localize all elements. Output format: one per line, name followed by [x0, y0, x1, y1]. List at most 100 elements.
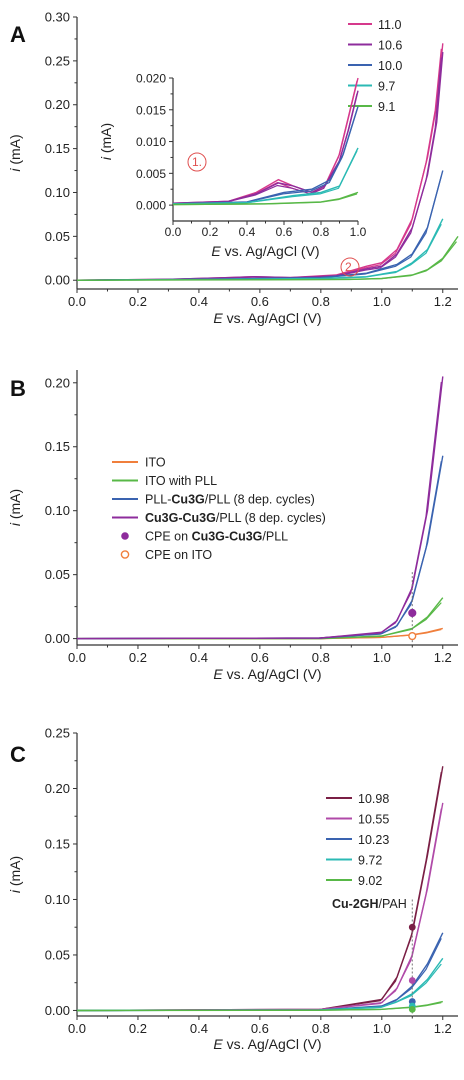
panel-B: 0.0 0.2 0.4 0.6 0.8 1.0 1.2 0.00 0.05 0.10 0.15 0.2… [45, 370, 458, 665]
series-line-11.0 [173, 77, 359, 204]
x-tick-label: 0.8 [313, 225, 330, 239]
sample-label: Cu-2GH/PAH [332, 897, 407, 911]
x-tick-label: 0.0 [165, 225, 182, 239]
legend-label: 10.0 [378, 59, 402, 73]
annotation-label: 1. [192, 155, 202, 169]
series-return-Cu3G-Cu3G/PLL [77, 381, 442, 640]
x-tick-label: 1.0 [350, 225, 367, 239]
cpe-point [408, 923, 416, 931]
annotation-circle [340, 257, 360, 277]
inset-y-axis-label: i (mA) [98, 123, 114, 160]
series-return-10.23 [77, 938, 442, 1012]
x-tick-label: 0.4 [190, 1021, 208, 1036]
y-axis-label-C: i (mA) [7, 856, 23, 893]
series-group [77, 43, 459, 281]
x-axis-label-B: E vs. Ag/AgCl (V) [213, 666, 321, 682]
x-axis-label-B-italic: E [213, 666, 223, 682]
legend-label: ITO with PLL [145, 474, 217, 488]
panel-C: 0.0 0.2 0.4 0.6 0.8 1.0 1.2 0.00 0.05 0.10 0.15 0.2… [45, 726, 458, 1036]
y-tick-label: 0.015 [136, 103, 166, 117]
y-tick-label: 0.15 [45, 141, 70, 156]
legend-label-part: Cu3G-Cu3G [145, 511, 216, 525]
cpe-point-open [408, 631, 417, 641]
y-tick-label: 0.010 [136, 135, 166, 149]
x-tick-label: 1.2 [434, 1021, 452, 1036]
series-group [77, 376, 444, 640]
y-axis-label-C-rest: (mA) [7, 856, 23, 890]
y-tick-label: 0.05 [45, 229, 70, 244]
legend-label: Cu3G-Cu3G/PLL (8 dep. cycles) [145, 511, 326, 525]
y-tick-label: 0.15 [45, 836, 70, 851]
legend-label-part: CPE on [145, 530, 192, 544]
x-axis-label-A-italic: E [213, 310, 223, 326]
y-tick-label: 0.10 [45, 185, 70, 200]
x-tick-label: 0.2 [129, 294, 147, 309]
x-tick-label: 0.2 [129, 1021, 147, 1036]
panel-letter-A: A [10, 22, 26, 47]
legend-label: 9.72 [358, 854, 382, 868]
y-tick-label: 0.30 [45, 10, 70, 25]
series-return-9.1 [77, 241, 457, 281]
y-tick-label: 0.05 [45, 947, 70, 962]
y-tick-label: 0.25 [45, 726, 70, 741]
x-tick-label: 0.6 [251, 1021, 269, 1036]
legend-label: 9.02 [358, 874, 382, 888]
legend-label: PLL-Cu3G/PLL (8 dep. cycles) [145, 493, 315, 507]
y-axis-label-B: i (mA) [7, 489, 23, 526]
y-tick-label: 0.000 [136, 199, 166, 213]
y-tick-label: 0.05 [45, 567, 70, 582]
x-tick-label: 0.8 [312, 650, 330, 665]
x-tick-label: 0.6 [251, 650, 269, 665]
series-line-PLL-Cu3G/PLL [77, 455, 444, 640]
x-tick-label: 0.0 [68, 294, 86, 309]
legend-label-part: /PLL [262, 530, 288, 544]
series-line-10.23 [77, 932, 444, 1012]
legend-label-part: ITO with PLL [145, 474, 217, 488]
legend-label: 10.55 [358, 813, 389, 827]
legend-label-part: CPE on ITO [145, 548, 212, 562]
legend-label-part: Cu3G-Cu3G [192, 530, 263, 544]
panel-letter-C: C [10, 742, 26, 767]
series-return-10.98 [77, 771, 442, 1012]
y-tick-label: 0.10 [45, 892, 70, 907]
series-return-11.0 [173, 80, 358, 204]
y-tick-label: 0.25 [45, 53, 70, 68]
cpe-point [408, 977, 416, 984]
sample-label-part: Cu-2GH [332, 897, 379, 911]
annotation-circle [187, 152, 207, 172]
series-group [77, 766, 444, 1012]
x-tick-label: 0.4 [190, 294, 208, 309]
legend-label: CPE on Cu3G-Cu3G/PLL [145, 530, 288, 544]
legend-label: 9.7 [378, 80, 395, 94]
legend-label-part: Cu3G [171, 493, 204, 507]
legend-label-part: /PLL (8 dep. cycles) [216, 511, 326, 525]
series-return-9.1 [173, 193, 358, 206]
y-tick-label: 0.00 [45, 273, 70, 288]
series-return-10.6 [173, 93, 358, 204]
legend-label-part: ITO [145, 456, 166, 470]
legend-marker-open [120, 550, 130, 559]
y-tick-label: 0.20 [45, 97, 70, 112]
series-line-ITO with PLL [77, 597, 444, 640]
legend-label: 10.23 [358, 833, 389, 847]
panel-A-inset: 0.0 0.2 0.4 0.6 0.8 1.0 0.000 0.005 0.010 0.015 0.… [136, 72, 367, 240]
legend-label-part: /PLL (8 dep. cycles) [205, 493, 315, 507]
y-tick-label: 0.005 [136, 167, 166, 181]
x-axis-label-A-rest: vs. Ag/AgCl (V) [223, 310, 322, 326]
x-tick-label: 0.8 [312, 1021, 330, 1036]
series-line-10.0 [77, 170, 444, 281]
y-tick-label: 0.00 [45, 631, 70, 646]
cpe-point [408, 1005, 416, 1013]
series-return-PLL-Cu3G/PLL [77, 461, 442, 640]
series-return-ITO with PLL [77, 602, 442, 640]
x-axis-label-B-rest: vs. Ag/AgCl (V) [223, 666, 322, 682]
x-axis-label-C-rest: vs. Ag/AgCl (V) [223, 1036, 322, 1052]
inset-x-axis-label: E vs. Ag/AgCl (V) [211, 243, 319, 259]
x-tick-label: 1.2 [434, 294, 452, 309]
series-return-10.6 [77, 57, 442, 281]
y-axis-label-B-italic: i [7, 522, 23, 526]
x-tick-label: 1.0 [373, 650, 391, 665]
y-axis-label-B-rest: (mA) [7, 489, 23, 523]
x-axis-label-A: E vs. Ag/AgCl (V) [213, 310, 321, 326]
